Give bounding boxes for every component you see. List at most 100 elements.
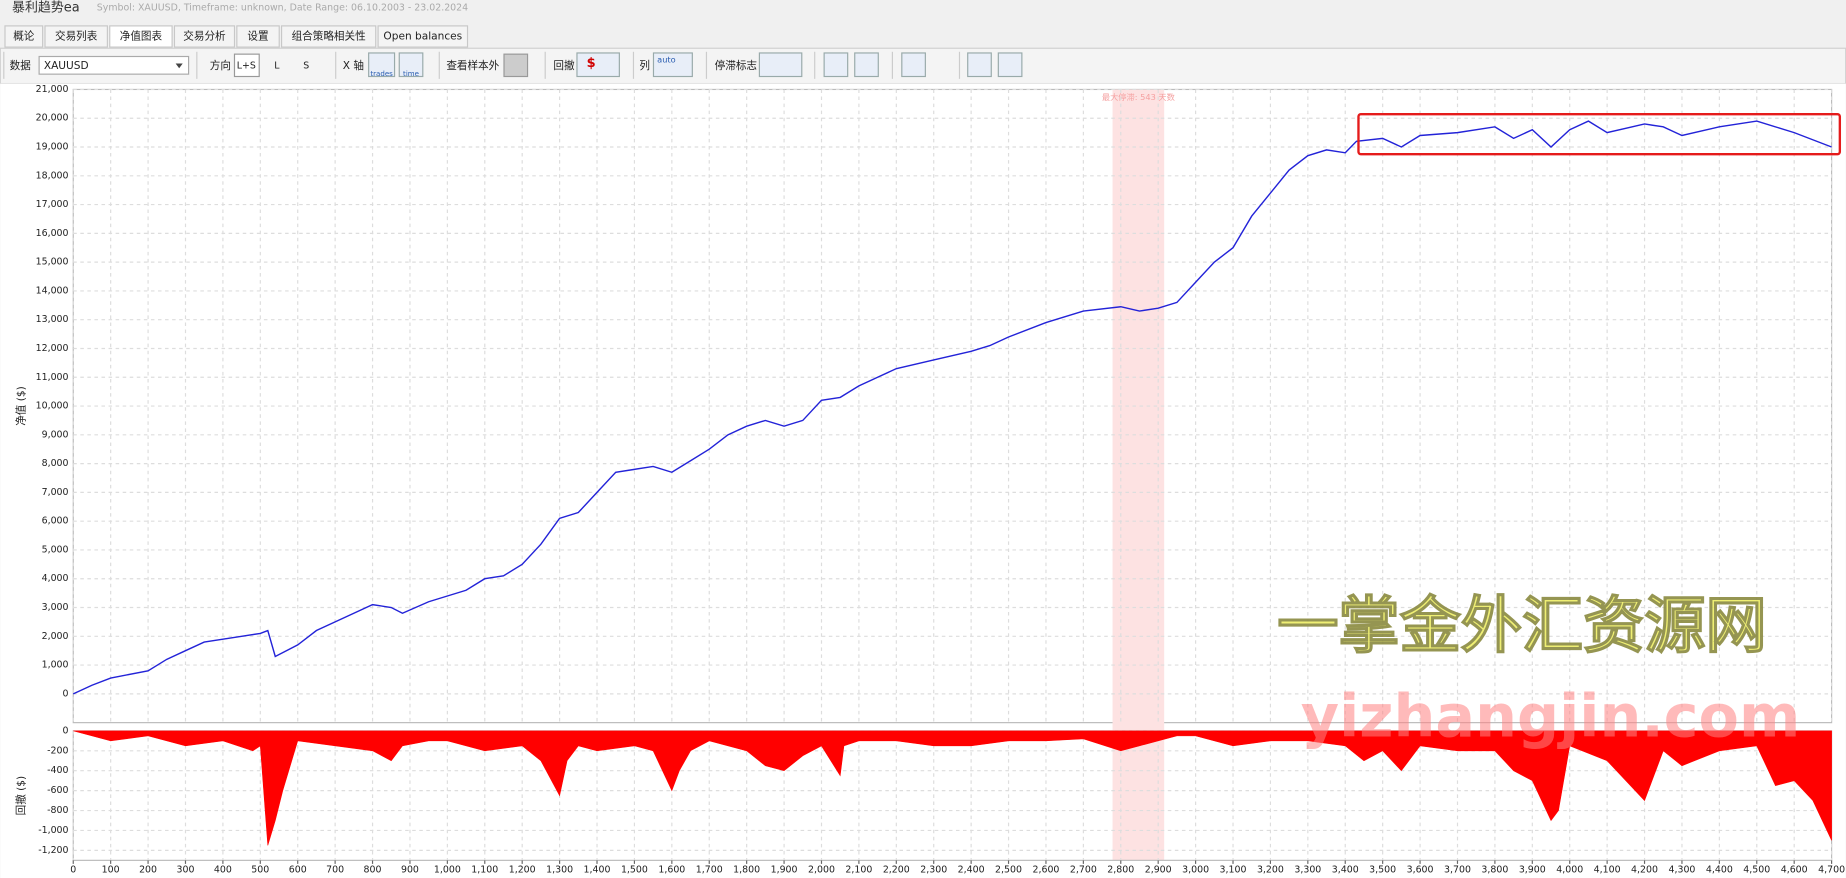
column-option[interactable]: auto: [657, 55, 676, 65]
direction-label: 方向: [210, 59, 231, 72]
tab-label[interactable]: Open balances: [383, 30, 462, 42]
x-tick-label: 2,100: [845, 864, 872, 875]
stagnation-label: 停滞标志: [715, 59, 757, 72]
x-tick-label: 800: [364, 864, 382, 875]
tab-label[interactable]: 交易列表: [55, 29, 98, 42]
x-tick-label: 0: [70, 864, 76, 875]
direction-option[interactable]: S: [303, 60, 309, 71]
stagnation-annotation: 最大停滞: 543 天数: [1102, 92, 1175, 102]
y-axis-label: 净值 ($): [14, 386, 27, 426]
tab[interactable]: [173, 25, 236, 48]
y-tick-label: 17,000: [36, 199, 69, 210]
x-tick-label: 3,600: [1407, 864, 1434, 875]
x-tick-label: 3,400: [1332, 864, 1359, 875]
toolbar-icon[interactable]: [967, 52, 992, 78]
toolbar-icon[interactable]: [854, 52, 879, 78]
tab[interactable]: [280, 25, 377, 48]
y-tick-label: 9,000: [42, 429, 69, 440]
tab[interactable]: [109, 25, 173, 48]
x-tick-label: 600: [289, 864, 307, 875]
y-tick-label: -600: [47, 785, 68, 796]
x-tick-label: 4,300: [1668, 864, 1695, 875]
x-tick-label: 200: [139, 864, 157, 875]
x-tick-label: 1,700: [696, 864, 723, 875]
x-axis-option[interactable]: time: [403, 69, 419, 78]
tab-label[interactable]: 概论: [13, 29, 35, 42]
y-tick-label: 0: [63, 688, 69, 699]
x-tick-label: 400: [214, 864, 232, 875]
x-tick-label: 1,200: [509, 864, 536, 875]
x-tick-label: 4,500: [1743, 864, 1770, 875]
x-tick-label: 1,400: [584, 864, 611, 875]
x-tick-label: 3,300: [1294, 864, 1321, 875]
x-tick-label: 3,700: [1444, 864, 1471, 875]
toolbar-icon[interactable]: [901, 52, 926, 78]
x-tick-label: 2,900: [1145, 864, 1172, 875]
toolbar-icon[interactable]: [398, 52, 424, 78]
dropdown-arrow: [175, 63, 183, 69]
y-tick-label: 16,000: [36, 228, 69, 239]
x-tick-label: 100: [102, 864, 120, 875]
highlight-box: [1357, 112, 1842, 156]
x-tick-label: 3,100: [1220, 864, 1247, 875]
tab[interactable]: [4, 25, 44, 48]
y-tick-label: 15,000: [36, 257, 69, 268]
x-tick-label: 3,000: [1182, 864, 1209, 875]
watermark-cn: 一掌金外汇资源网: [1277, 590, 1767, 661]
equity-line: [72, 120, 1832, 695]
x-tick-label: 2,500: [995, 864, 1022, 875]
x-tick-label: 3,500: [1369, 864, 1396, 875]
toolbar-icon[interactable]: [997, 52, 1023, 78]
x-tick-label: 2,000: [808, 864, 835, 875]
tab[interactable]: [44, 25, 108, 48]
x-tick-label: 1,100: [471, 864, 498, 875]
y-tick-label: 6,000: [42, 516, 69, 527]
x-tick-label: 1,300: [546, 864, 573, 875]
drawdown-area: [73, 730, 1832, 846]
x-tick-label: 1,000: [434, 864, 461, 875]
tab-label[interactable]: 净值图表: [120, 29, 163, 42]
toolbar-icon[interactable]: [758, 52, 803, 78]
symbol-value[interactable]: XAUUSD: [44, 60, 89, 72]
tab[interactable]: [377, 25, 469, 48]
toolbar-icon[interactable]: [368, 52, 396, 78]
x-tick-label: 4,600: [1781, 864, 1808, 875]
x-tick-label: 4,100: [1594, 864, 1621, 875]
x-axis-option[interactable]: trades: [370, 69, 393, 78]
column-label: 列: [639, 59, 650, 72]
y-axis-label: 回撤 ($): [14, 776, 27, 816]
toolbar-icon[interactable]: [823, 52, 849, 78]
x-axis-label: X 轴: [343, 59, 364, 72]
tab-label[interactable]: 组合策略相关性: [292, 29, 366, 42]
y-tick-label: -400: [47, 765, 68, 776]
y-tick-label: 5,000: [42, 544, 69, 555]
y-tick-label: -1,200: [38, 845, 68, 856]
x-tick-label: 1,900: [771, 864, 798, 875]
tab-label[interactable]: 交易分析: [183, 29, 226, 42]
direction-selected[interactable]: [233, 53, 260, 78]
tab[interactable]: [236, 25, 280, 48]
y-tick-label: 7,000: [42, 487, 69, 498]
oos-toggle[interactable]: [503, 53, 529, 78]
tab-label[interactable]: 设置: [247, 30, 268, 42]
x-tick-label: 700: [326, 864, 344, 875]
toolbar-icon[interactable]: [652, 52, 693, 78]
direction-option[interactable]: L: [274, 60, 280, 71]
y-tick-label: 19,000: [36, 142, 69, 153]
toolbar-icon[interactable]: [576, 52, 620, 78]
y-tick-label: 4,000: [42, 573, 69, 584]
y-tick-label: -1,000: [38, 825, 68, 836]
x-tick-label: 1,600: [658, 864, 685, 875]
y-tick-label: -200: [47, 745, 68, 756]
watermark-url: yizhangjin.com: [1301, 681, 1800, 750]
x-tick-label: 2,600: [1032, 864, 1059, 875]
direction-option[interactable]: L+S: [237, 60, 256, 71]
y-tick-label: 2,000: [42, 631, 69, 642]
y-tick-label: 8,000: [42, 458, 69, 469]
data-label: 数据: [10, 59, 32, 72]
symbol-dropdown[interactable]: [38, 55, 190, 75]
drawdown-option[interactable]: $: [587, 56, 596, 71]
y-tick-label: -800: [47, 805, 68, 816]
